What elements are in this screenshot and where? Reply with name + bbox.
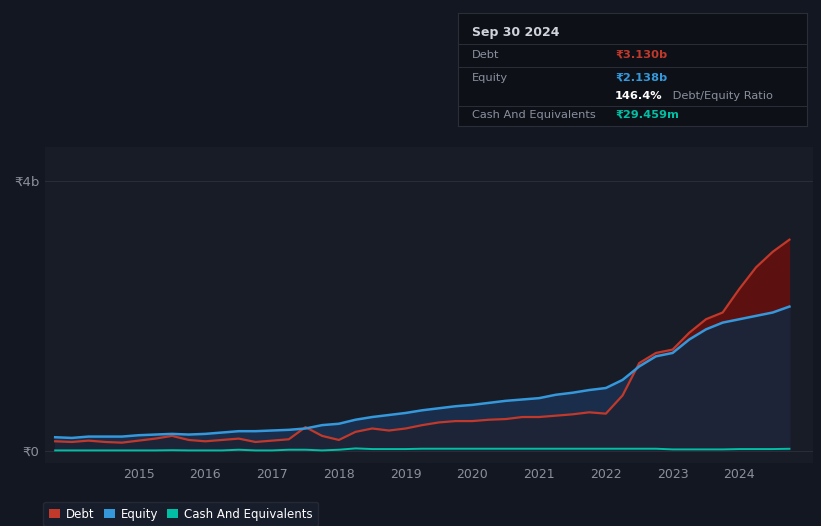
Text: Equity: Equity: [472, 73, 508, 83]
Text: ₹2.138b: ₹2.138b: [615, 73, 667, 83]
Text: Sep 30 2024: Sep 30 2024: [472, 26, 560, 39]
Text: ₹29.459m: ₹29.459m: [615, 110, 679, 120]
Text: Cash And Equivalents: Cash And Equivalents: [472, 110, 596, 120]
Text: ₹3.130b: ₹3.130b: [615, 50, 667, 60]
Legend: Debt, Equity, Cash And Equivalents: Debt, Equity, Cash And Equivalents: [44, 502, 319, 526]
Text: 146.4%: 146.4%: [615, 90, 663, 100]
Text: Debt/Equity Ratio: Debt/Equity Ratio: [669, 90, 773, 100]
Text: Debt: Debt: [472, 50, 499, 60]
